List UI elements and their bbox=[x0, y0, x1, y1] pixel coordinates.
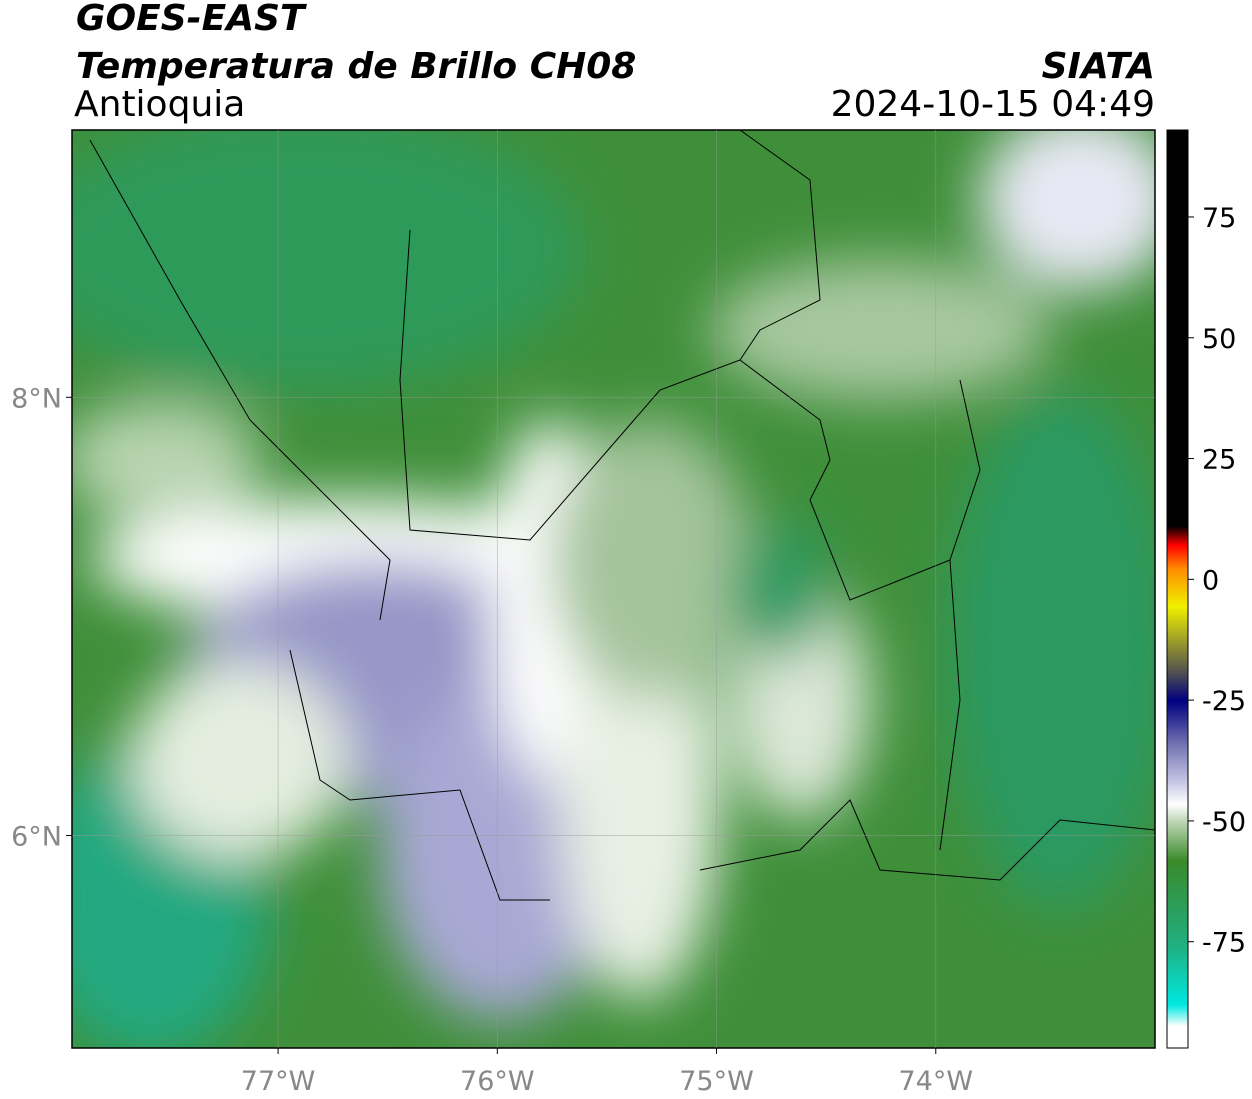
colorbar-segment bbox=[1167, 1026, 1188, 1048]
x-tick-label: 77°W bbox=[241, 1066, 316, 1097]
colorbar-tick-label: 75 bbox=[1202, 203, 1236, 234]
colorbar-tick-label: 25 bbox=[1202, 445, 1236, 476]
x-tick-label: 75°W bbox=[679, 1066, 754, 1097]
map-frame bbox=[71, 129, 1156, 1049]
map-image bbox=[72, 130, 1155, 1048]
colorbar-tick-label: -75 bbox=[1202, 928, 1246, 959]
region: Antioquia bbox=[74, 84, 245, 125]
colorbar bbox=[1167, 130, 1188, 1027]
source: SIATA bbox=[1042, 46, 1155, 87]
datetime: 2024-10-15 04:49 bbox=[831, 84, 1155, 125]
colorbar-frame bbox=[1166, 129, 1189, 1049]
boundaries bbox=[89, 130, 1155, 901]
title: GOES-EAST bbox=[76, 0, 307, 39]
y-tick-label: 6°N bbox=[11, 821, 62, 852]
x-tick-label: 74°W bbox=[898, 1066, 973, 1097]
colorbar-tick-label: 50 bbox=[1202, 324, 1236, 355]
colorbar-tick-label: -50 bbox=[1202, 807, 1246, 838]
colorbar-tick-label: -25 bbox=[1202, 686, 1246, 717]
x-tick-label: 76°W bbox=[460, 1066, 535, 1097]
subtitle: Temperatura de Brillo CH08 bbox=[76, 46, 636, 87]
y-tick-label: 8°N bbox=[11, 383, 62, 414]
colorbar-tick-label: 0 bbox=[1202, 565, 1219, 596]
